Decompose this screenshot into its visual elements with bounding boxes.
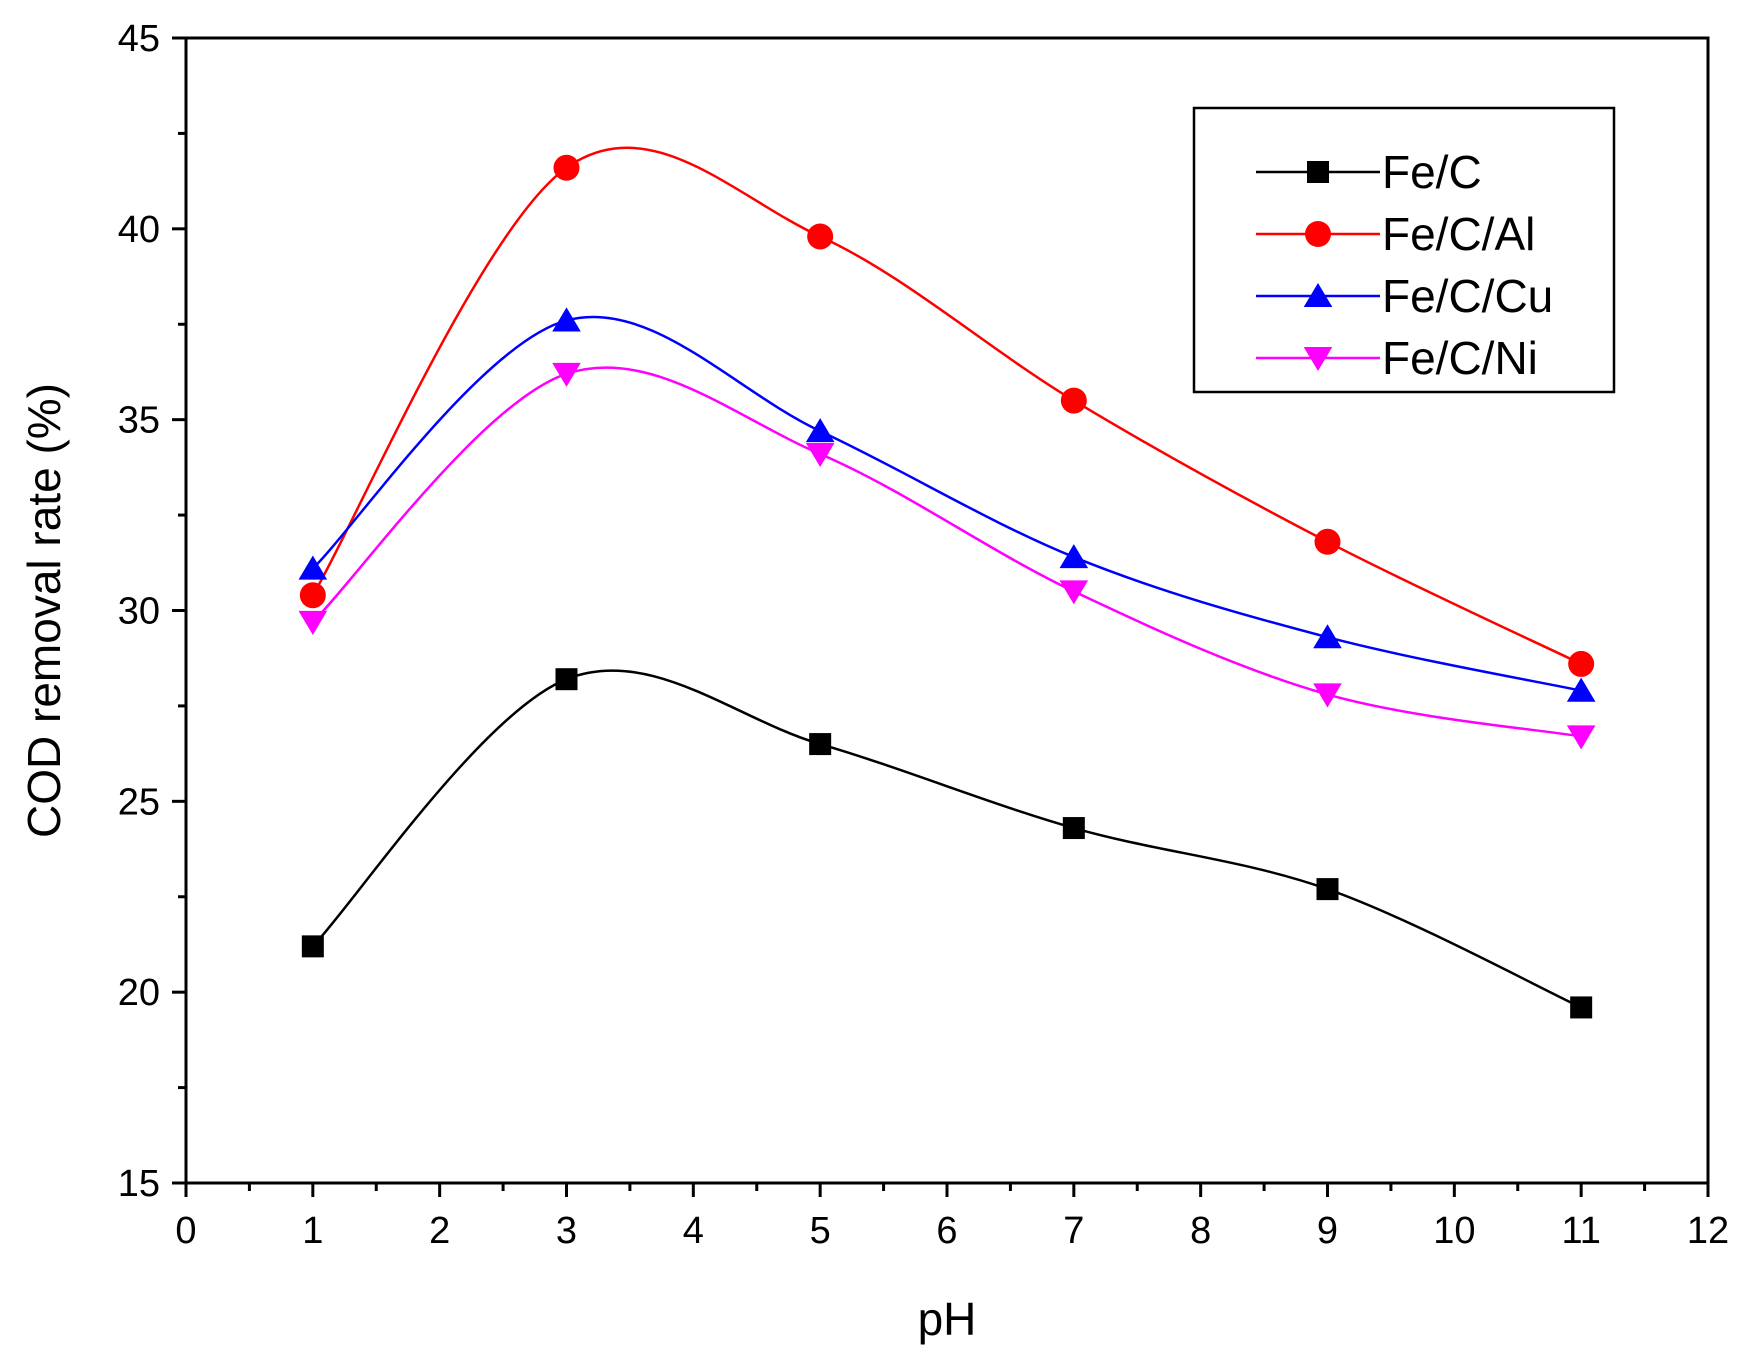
legend-item: Fe/C — [1256, 146, 1482, 198]
data-point — [1060, 387, 1087, 414]
series-fe-c-ni — [298, 362, 1596, 750]
y-tick-label: 15 — [118, 1163, 160, 1205]
legend-item: Fe/C/Ni — [1256, 332, 1538, 384]
data-point — [805, 442, 835, 468]
data-point — [1566, 725, 1596, 750]
data-point — [1313, 683, 1342, 708]
data-point — [807, 223, 834, 250]
data-point — [1568, 650, 1595, 677]
x-tick-label: 3 — [556, 1210, 577, 1252]
series-line — [311, 669, 1582, 1009]
legend-item: Fe/C/Al — [1256, 208, 1535, 260]
x-tick-label: 1 — [302, 1210, 323, 1252]
x-tick-label: 6 — [936, 1210, 957, 1252]
data-point — [299, 582, 326, 609]
data-point — [1062, 817, 1085, 840]
legend-label: Fe/C/Ni — [1382, 332, 1538, 384]
series-fe-c-al — [299, 146, 1595, 677]
x-tick-label: 8 — [1190, 1210, 1211, 1252]
data-point — [1059, 580, 1089, 605]
legend-marker — [1303, 283, 1333, 308]
series-line — [311, 315, 1582, 692]
legend-item: Fe/C/Cu — [1256, 270, 1553, 322]
legend-box — [1192, 106, 1616, 394]
x-tick-label: 9 — [1317, 1210, 1338, 1252]
data-point — [552, 362, 581, 387]
x-tick-label: 12 — [1687, 1210, 1729, 1252]
legend-label: Fe/C/Cu — [1382, 270, 1553, 322]
y-tick-label: 35 — [118, 400, 160, 442]
x-tick-label: 10 — [1433, 1210, 1475, 1252]
y-tick-label: 40 — [118, 209, 160, 251]
data-point — [553, 154, 580, 181]
x-tick-label: 4 — [683, 1210, 704, 1252]
legend-label: Fe/C — [1382, 146, 1482, 198]
data-point — [552, 307, 581, 332]
y-tick-label: 45 — [118, 18, 160, 60]
legend-marker — [1303, 346, 1333, 371]
data-point — [809, 733, 832, 756]
data-point — [1313, 624, 1342, 649]
legend-marker — [1307, 161, 1329, 183]
data-point — [1566, 677, 1596, 702]
x-tick-label: 7 — [1063, 1210, 1084, 1252]
data-point — [1059, 544, 1089, 569]
legend: Fe/C Fe/C/Al Fe/C/Cu Fe/C/Ni — [1192, 106, 1616, 394]
data-point — [301, 935, 324, 958]
data-point — [1570, 996, 1593, 1019]
x-axis-title: pH — [918, 1293, 977, 1345]
data-point — [1316, 878, 1339, 901]
x-tick-label: 0 — [175, 1210, 196, 1252]
data-point — [805, 418, 835, 443]
data-point — [298, 555, 328, 580]
series-layer — [298, 146, 1596, 1019]
data-point — [298, 610, 328, 635]
data-point — [1314, 528, 1341, 555]
series-fe-c-cu — [298, 307, 1596, 702]
x-tick-label: 11 — [1561, 1210, 1600, 1252]
legend-marker — [1305, 221, 1331, 247]
y-tick-label: 20 — [118, 972, 160, 1014]
y-tick-label: 30 — [118, 591, 160, 633]
x-tick-label: 2 — [429, 1210, 450, 1252]
y-tick-label: 25 — [118, 781, 160, 823]
series-line — [311, 366, 1582, 738]
legend-label: Fe/C/Al — [1382, 208, 1535, 260]
series-fe-c — [301, 668, 1593, 1019]
data-point — [555, 668, 578, 691]
y-axis-title: COD removal rate (%) — [18, 383, 70, 838]
x-tick-label: 5 — [810, 1210, 831, 1252]
